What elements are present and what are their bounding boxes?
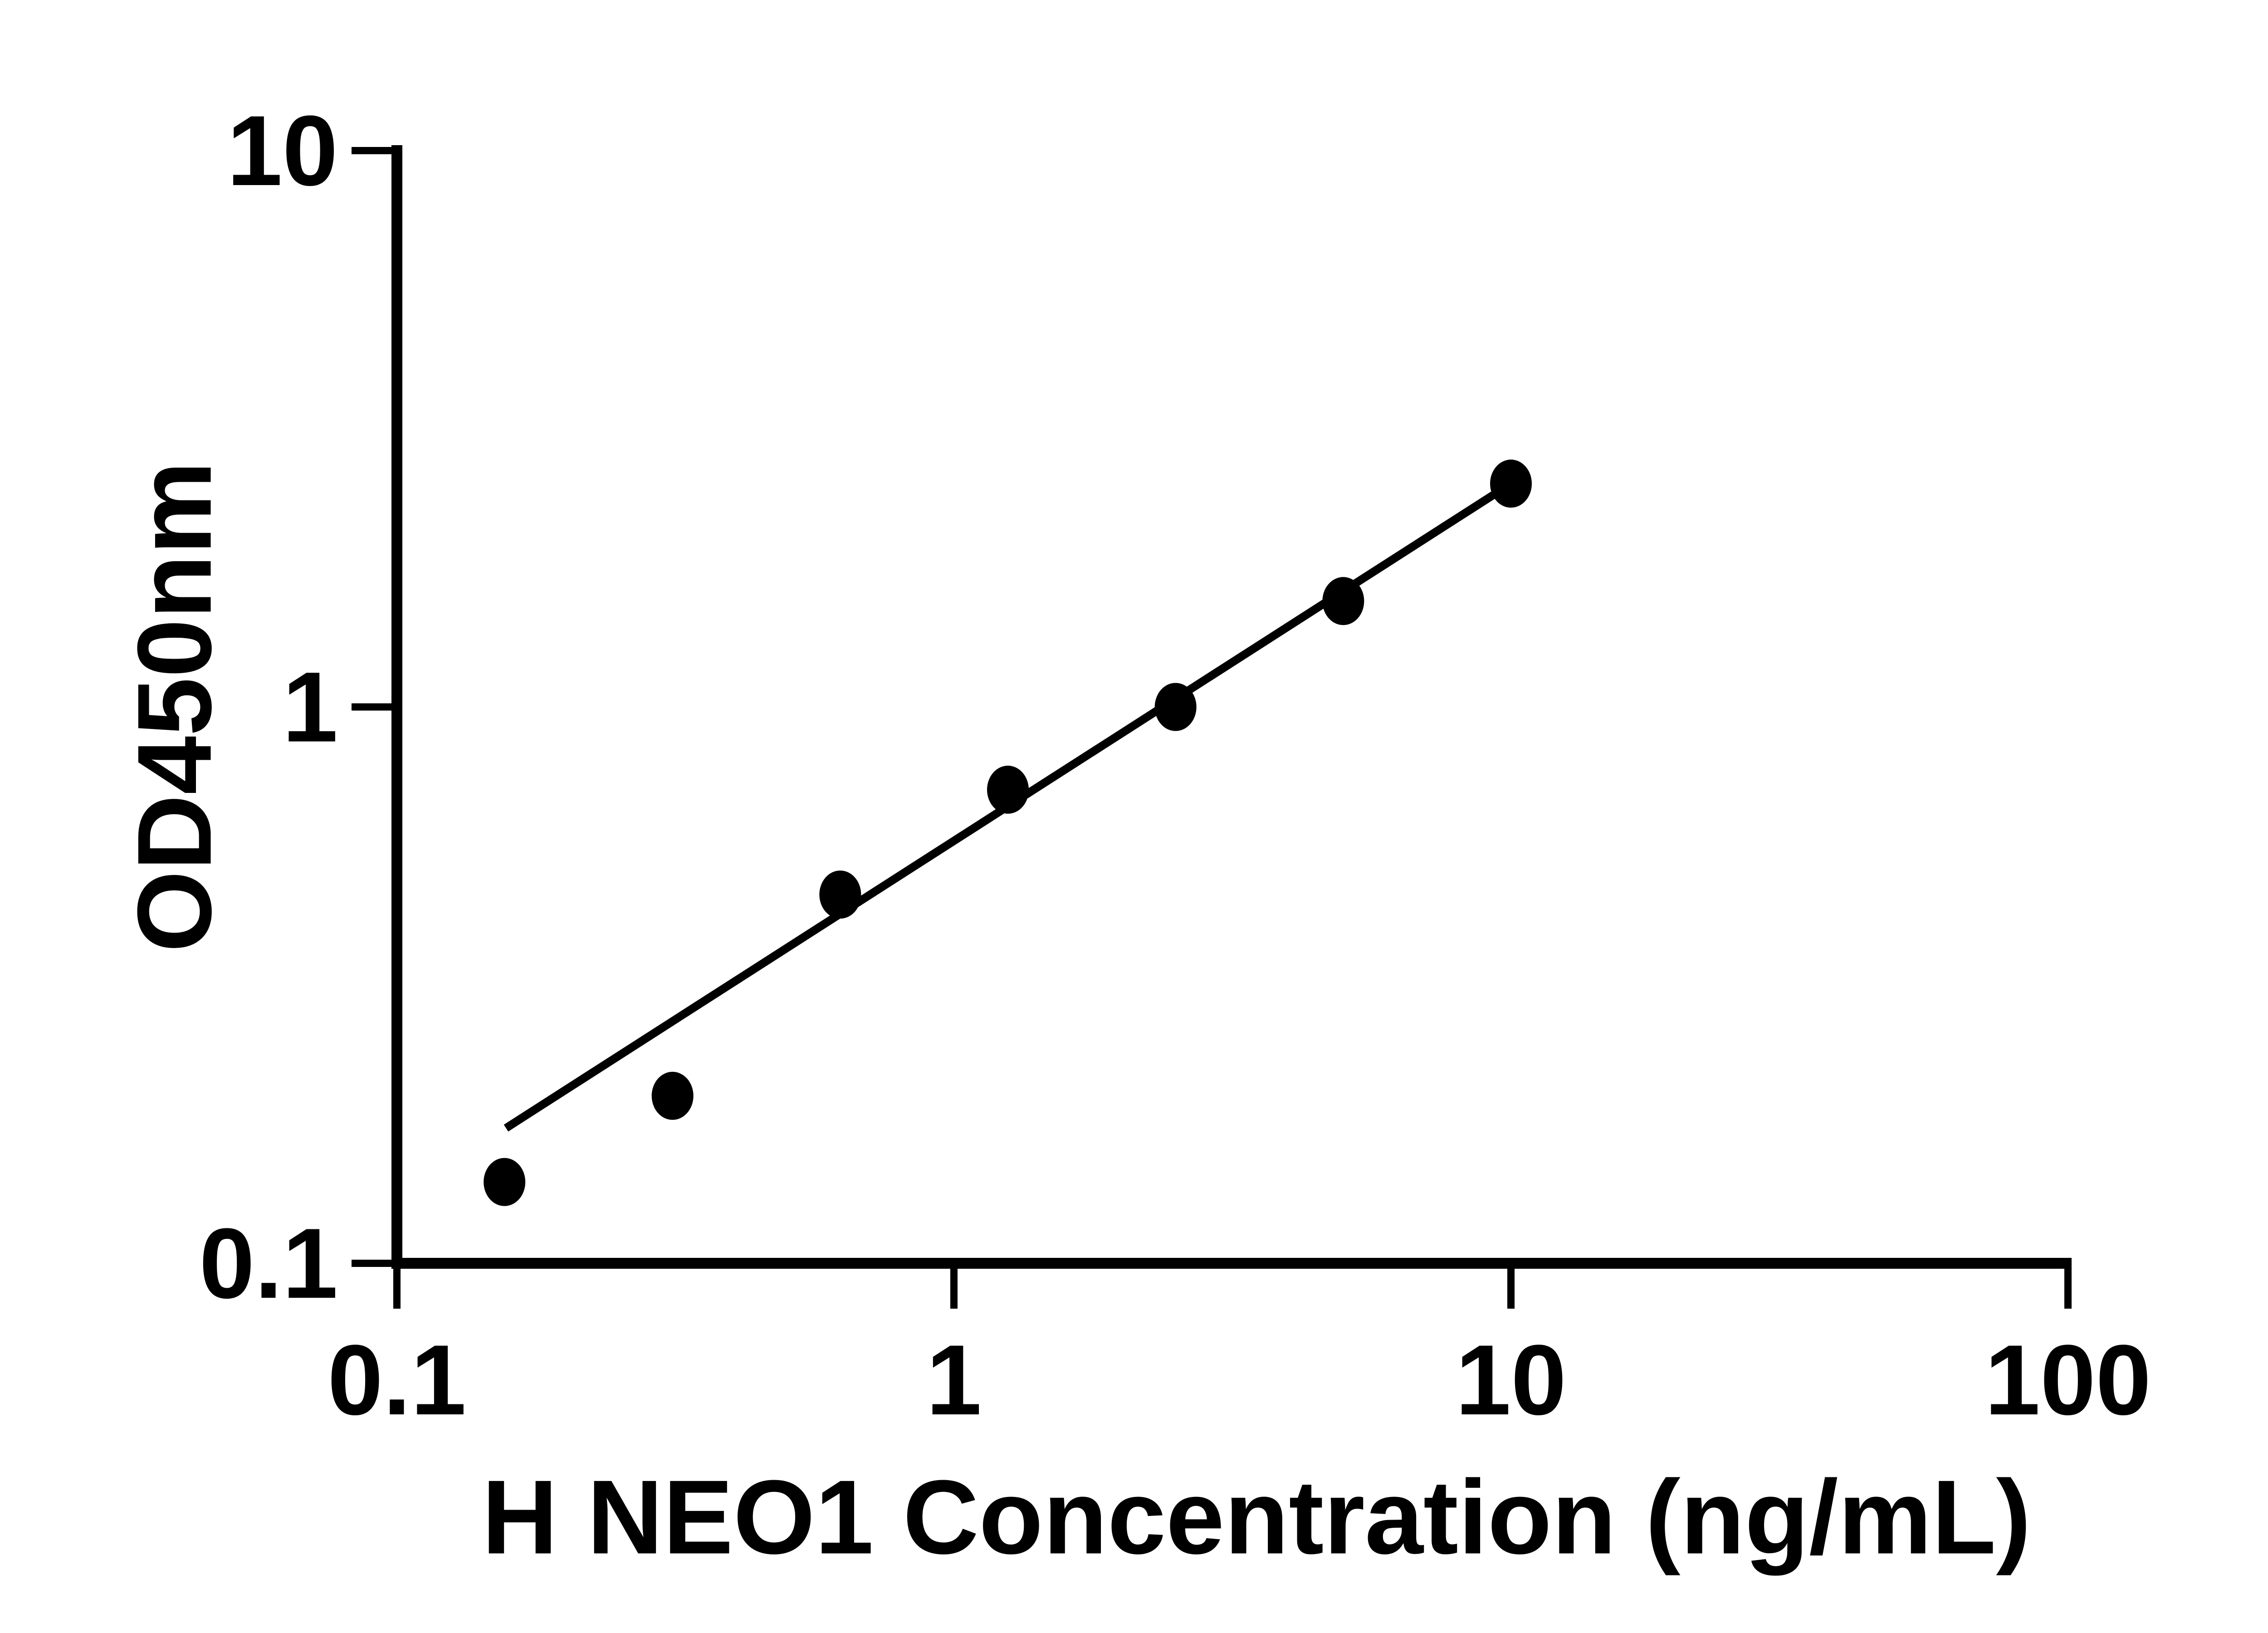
y-tick-label: 10	[227, 95, 338, 206]
y-axis-title: OD450nm	[116, 461, 234, 952]
data-point	[1322, 577, 1364, 626]
y-tick-label: 1	[283, 651, 338, 763]
x-axis-title: H NEO1 Concentration (ng/mL)	[482, 1459, 2031, 1576]
data-points-group	[484, 460, 1532, 1206]
x-tick-label: 1	[926, 1324, 982, 1436]
data-point	[1490, 460, 1532, 508]
axis-ticks	[352, 147, 2072, 1309]
x-tick-label: 100	[1984, 1324, 2151, 1436]
x-tick-label: 0.1	[327, 1324, 466, 1436]
x-tick-label: 10	[1456, 1324, 1567, 1436]
data-point	[651, 1071, 694, 1120]
axis-tick-labels: 0.1 1 10 100 0.1 1 10	[199, 95, 2151, 1436]
data-point	[484, 1158, 526, 1206]
data-point	[987, 765, 1029, 814]
y-tick-label: 0.1	[199, 1208, 338, 1319]
data-point	[1154, 683, 1197, 731]
data-point	[819, 870, 861, 919]
